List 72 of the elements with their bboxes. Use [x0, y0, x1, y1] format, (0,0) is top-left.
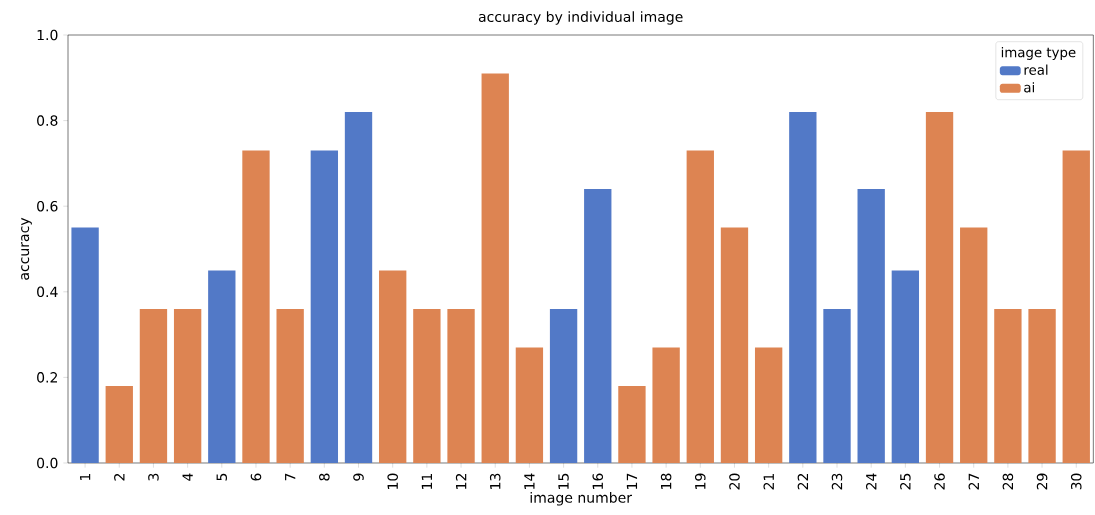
- legend-label: real: [1024, 64, 1048, 75]
- bar: [208, 270, 236, 463]
- bar: [789, 112, 817, 463]
- chart-title: accuracy by individual image: [478, 11, 683, 25]
- bar: [242, 150, 270, 463]
- bar: [276, 308, 304, 463]
- x-tick-label: 19: [695, 473, 706, 489]
- y-tick-label: 0.4: [37, 286, 58, 298]
- y-axis-title: accuracy: [21, 217, 32, 280]
- x-tick-label: 10: [387, 473, 398, 489]
- bar: [139, 308, 168, 463]
- x-tick-label: 1: [79, 473, 91, 480]
- legend-label: ai: [1024, 82, 1034, 93]
- bar: [960, 227, 988, 463]
- bar: [1028, 308, 1056, 463]
- x-tick-label: 23: [831, 473, 843, 490]
- x-tick-label: 12: [455, 474, 467, 489]
- x-tick-label: 27: [968, 473, 979, 490]
- bar: [71, 227, 99, 463]
- x-tick-label: 2: [114, 474, 125, 481]
- bar: [1062, 150, 1090, 463]
- bar: [413, 308, 441, 463]
- x-tick-label: 21: [763, 473, 774, 490]
- bar: [857, 189, 885, 463]
- x-tick-label: 4: [182, 473, 193, 481]
- bar: [549, 308, 578, 463]
- x-tick-label: 30: [1070, 473, 1082, 490]
- x-tick-label: 14: [524, 473, 535, 489]
- x-tick-label: 13: [489, 473, 501, 489]
- x-tick-label: 24: [865, 473, 877, 490]
- x-tick-label: 15: [558, 473, 569, 489]
- x-tick-label: 18: [660, 473, 672, 489]
- bar: [823, 308, 851, 463]
- bar: [925, 112, 954, 463]
- x-tick-label: 17: [626, 473, 638, 489]
- bar: [618, 385, 646, 463]
- y-tick-label: 1.0: [37, 29, 58, 41]
- x-tick-label: 28: [1002, 473, 1014, 490]
- x-tick-label: 25: [900, 473, 911, 490]
- bar: [173, 308, 202, 463]
- y-tick-label: 0.8: [37, 115, 58, 126]
- bar: [105, 385, 133, 463]
- x-tick-label: 20: [729, 473, 740, 490]
- x-tick-label: 26: [934, 473, 945, 490]
- x-tick-label: 6: [250, 473, 262, 481]
- bar: [891, 270, 920, 463]
- x-tick-label: 5: [216, 473, 227, 481]
- bar: [515, 347, 544, 463]
- x-tick-label: 9: [353, 473, 364, 481]
- x-tick-label: 3: [148, 473, 159, 481]
- bar: [481, 73, 509, 463]
- x-tick-label: 8: [319, 473, 330, 481]
- x-axis-title: image number: [530, 492, 633, 506]
- x-tick-label: 7: [285, 473, 296, 481]
- y-tick-label: 0.6: [37, 200, 58, 212]
- bar: [447, 308, 475, 463]
- bar: [652, 347, 680, 463]
- bar: [720, 227, 749, 463]
- bar: [686, 150, 714, 463]
- y-tick-label: 0.0: [37, 457, 58, 469]
- bar: [584, 189, 612, 463]
- bar: [379, 270, 407, 463]
- x-tick-label: 22: [797, 474, 809, 490]
- y-tick-label: 0.2: [37, 372, 57, 383]
- x-tick-label: 29: [1036, 473, 1048, 490]
- x-tick-label: 16: [592, 473, 604, 489]
- bar: [344, 112, 373, 463]
- legend-title: image type: [1001, 47, 1076, 60]
- x-tick-label: 11: [421, 473, 432, 489]
- bar: [994, 308, 1022, 463]
- bar: [754, 347, 783, 463]
- bar: [310, 150, 339, 463]
